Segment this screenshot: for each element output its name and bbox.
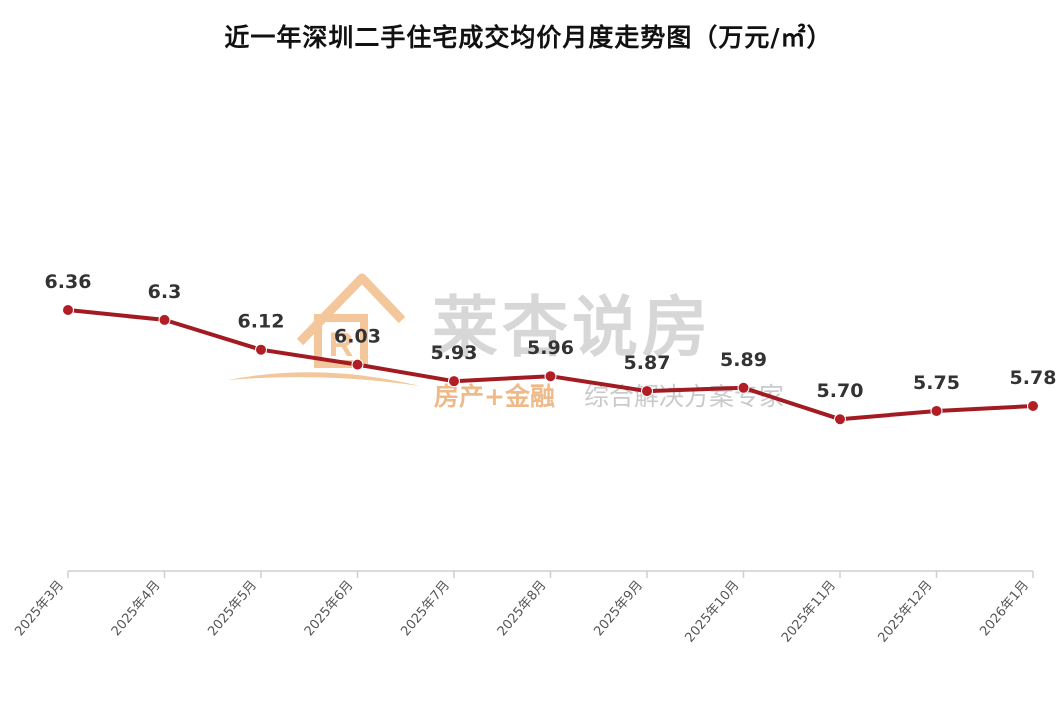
data-label: 6.36 [45,271,92,293]
data-point [930,404,943,417]
x-tick-label: 2026年1月 [977,578,1032,639]
data-point [448,375,460,388]
data-point [255,343,267,356]
x-tick-label: 2025年11月 [779,578,839,646]
data-label: 6.03 [334,326,381,348]
x-tick-label: 2025年3月 [12,578,67,639]
data-label: 5.75 [913,372,960,394]
data-point [158,313,171,326]
data-label: 5.70 [817,380,864,402]
x-tick-label: 2025年10月 [682,578,742,646]
x-tick-label: 2025年6月 [302,578,357,639]
data-label: 5.87 [624,352,671,374]
x-tick-label: 2025年5月 [205,578,260,639]
data-point [834,413,846,426]
data-point [737,381,750,394]
data-label: 6.12 [238,311,285,333]
x-tick-label: 2025年9月 [591,578,646,639]
x-tick-label: 2025年8月 [495,578,550,639]
data-point [544,370,557,383]
x-axis-tick-labels: 2025年3月 2025年4月 2025年5月 2025年6月 2025年7月 2025年… [12,578,1032,646]
data-label: 5.89 [720,349,767,371]
data-label: 6.3 [148,281,182,303]
watermark-brand: 莱杏说房 [432,288,712,366]
data-point [351,358,364,371]
svg-text:R: R [329,326,354,364]
watermark: R 莱杏说房 房产+金融 综合解决方案专家 [228,273,784,411]
data-label: 5.93 [431,342,478,364]
data-label: 5.78 [1010,367,1057,389]
x-tick-label: 2025年12月 [875,578,935,646]
data-point [62,304,74,316]
data-point [641,385,653,398]
x-tick-label: 2025年7月 [398,578,453,639]
data-label: 5.96 [527,337,574,359]
chart-title: 近一年深圳二手住宅成交均价月度走势图（万元/㎡） [224,23,833,52]
x-tick-label: 2025年4月 [109,578,164,639]
data-labels: 6.36 6.3 6.12 6.03 5.93 5.96 5.87 5.89 5.70 5.75 5… [45,271,1057,402]
x-axis-ticks [67,571,1034,578]
data-points [62,304,1039,426]
data-point [1027,399,1039,412]
